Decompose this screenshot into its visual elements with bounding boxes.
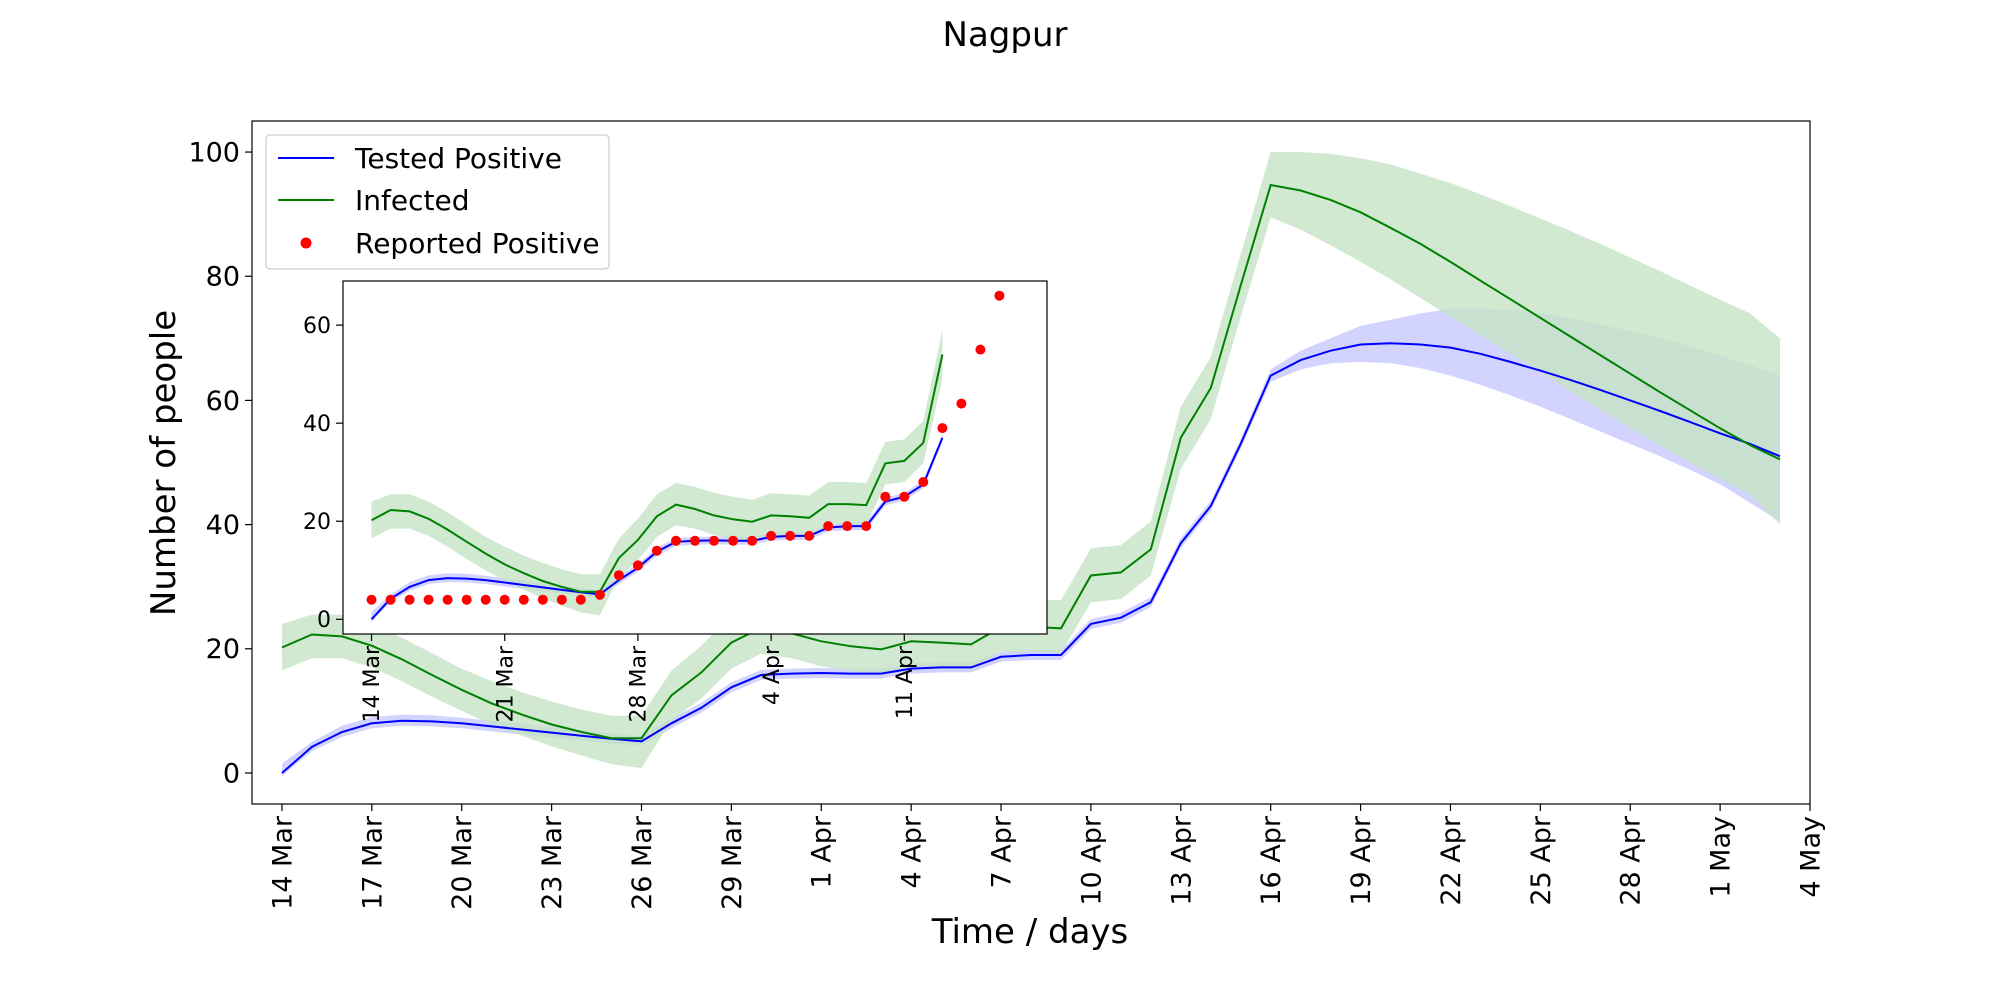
main-x-tick-label: 22 Apr xyxy=(1436,815,1467,906)
inset-reported-positive-point xyxy=(823,521,834,532)
inset-plot-area: 0 20 40 60 14 Mar 21 Mar 28 Mar 4 Apr 11 Apr xyxy=(303,280,1048,723)
x-axis-label: Time / days xyxy=(931,912,1129,952)
main-x-tick-label: 19 Apr xyxy=(1346,815,1377,906)
inset-reported-positive-point xyxy=(671,535,681,546)
main-x-tick-label: 13 Apr xyxy=(1166,815,1197,906)
inset-reported-points xyxy=(366,290,1005,605)
inset-x-axis: 14 Mar 21 Mar 28 Mar 4 Apr 11 Apr xyxy=(360,634,918,723)
main-x-tick-label: 29 Mar xyxy=(717,815,748,910)
inset-reported-positive-point xyxy=(785,530,796,541)
inset-reported-positive-point xyxy=(766,530,777,541)
inset-reported-positive-point xyxy=(613,570,624,581)
inset-reported-positive-point xyxy=(461,594,472,605)
inset-reported-positive-point xyxy=(709,535,719,546)
inset-reported-positive-point xyxy=(956,398,967,409)
inset-axes-frame xyxy=(342,280,1048,635)
main-x-tick-label: 1 Apr xyxy=(807,815,838,888)
main-x-tick-label: 25 Apr xyxy=(1526,815,1557,906)
main-y-tick-label: 60 xyxy=(206,386,240,417)
inset-reported-positive-point xyxy=(747,535,758,546)
inset-reported-positive-point xyxy=(537,594,548,605)
main-x-tick-label: 16 Apr xyxy=(1256,815,1287,906)
inset-y-axis: 0 20 40 60 xyxy=(303,314,343,633)
legend-tested-positive-label: Tested Positive xyxy=(354,142,562,175)
legend-reported-positive-swatch xyxy=(300,237,312,249)
inset-reported-positive-point xyxy=(899,491,910,502)
main-y-tick-label: 80 xyxy=(206,262,240,293)
main-x-tick-label: 14 Mar xyxy=(267,815,298,910)
inset-reported-positive-point xyxy=(594,589,605,600)
inset-x-tick-label: 11 Apr xyxy=(893,645,918,719)
main-y-tick-label: 100 xyxy=(188,137,240,168)
inset-reported-positive-point xyxy=(499,594,510,605)
inset-y-tick-label: 0 xyxy=(317,608,331,633)
main-x-tick-label: 7 Apr xyxy=(987,815,1018,888)
legend-frame xyxy=(265,134,610,270)
main-confidence-bands xyxy=(282,152,1780,777)
main-axes-frame xyxy=(251,120,1811,805)
legend-reported-positive-label: Reported Positive xyxy=(355,227,600,260)
inset-y-tick-label: 20 xyxy=(303,510,331,535)
inset-reported-positive-point xyxy=(994,290,1005,301)
inset-reported-positive-point xyxy=(651,545,662,556)
legend-infected-label: Infected xyxy=(355,184,469,217)
main-x-tick-label: 23 Mar xyxy=(537,815,568,910)
main-x-tick-label: 10 Apr xyxy=(1076,815,1107,906)
inset-reported-positive-point xyxy=(861,521,872,532)
chart-title: Nagpur xyxy=(943,15,1068,55)
main-x-tick-label: 4 May xyxy=(1796,816,1827,898)
main-y-axis: 0 20 40 60 80 100 xyxy=(188,137,252,789)
main-y-tick-label: 0 xyxy=(223,758,240,789)
inset-x-tick-label: 21 Mar xyxy=(493,645,518,722)
inset-y-tick-label: 40 xyxy=(303,412,331,437)
inset-reported-positive-point xyxy=(404,594,415,605)
main-infected-band xyxy=(282,152,1780,768)
main-tested-positive-line xyxy=(281,342,1781,774)
main-y-tick-label: 20 xyxy=(206,634,240,665)
inset-reported-positive-point xyxy=(366,594,377,605)
inset-reported-positive-point xyxy=(556,594,567,605)
inset-reported-positive-point xyxy=(385,594,396,605)
inset-infected-line xyxy=(371,354,944,593)
legend: Tested Positive Infected Reported Positi… xyxy=(265,134,610,270)
main-x-tick-label: 28 Apr xyxy=(1616,815,1647,906)
inset-reported-positive-point xyxy=(690,535,700,546)
main-x-tick-label: 26 Mar xyxy=(627,815,658,910)
inset-reported-positive-point xyxy=(937,423,948,434)
main-x-tick-label: 4 Apr xyxy=(897,815,928,888)
inset-reported-positive-point xyxy=(632,560,643,571)
main-y-tick-label: 40 xyxy=(206,510,240,541)
inset-reported-positive-point xyxy=(842,521,853,532)
inset-x-tick-label: 28 Mar xyxy=(627,645,652,722)
main-x-tick-label: 20 Mar xyxy=(447,815,478,910)
inset-x-tick-label: 14 Mar xyxy=(360,645,385,722)
inset-reported-positive-point xyxy=(518,594,529,605)
inset-reported-positive-point xyxy=(423,594,434,605)
inset-reported-positive-point xyxy=(804,530,815,541)
inset-reported-positive-point xyxy=(442,594,453,605)
main-x-tick-label: 1 May xyxy=(1706,816,1737,898)
inset-x-tick-label: 4 Apr xyxy=(760,645,785,705)
inset-reported-positive-point xyxy=(975,344,986,355)
y-axis-label: Number of people xyxy=(144,310,184,616)
main-x-tick-label: 17 Mar xyxy=(357,815,388,910)
inset-reported-positive-point xyxy=(480,594,491,605)
inset-reported-positive-point xyxy=(880,491,891,502)
inset-reported-positive-point xyxy=(918,477,929,487)
main-x-axis: 14 Mar 17 Mar 20 Mar 23 Mar 26 Mar 29 Mar 1 Ap… xyxy=(267,804,1827,910)
inset-reported-positive-point xyxy=(728,535,739,546)
inset-y-tick-label: 60 xyxy=(303,314,331,339)
inset-reported-positive-point xyxy=(575,594,586,605)
